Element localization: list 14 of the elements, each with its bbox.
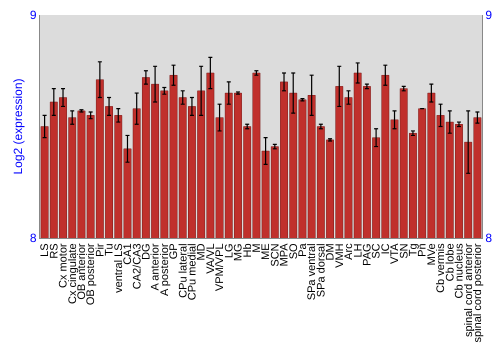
x-tick-label: SN — [398, 243, 410, 259]
x-tick-label: DG — [140, 243, 152, 260]
x-tick-label: RS — [48, 243, 60, 259]
x-tick-label: Cb lobe — [444, 243, 456, 282]
x-tick-label: SPa dorsal — [315, 243, 328, 298]
x-tick-label: SCN — [269, 243, 282, 267]
y2-tick-label: 9 — [485, 8, 492, 22]
x-tick-label: IC — [380, 243, 392, 254]
x-tick-label: PAG — [361, 243, 374, 266]
y-axis-title: Log2 (expression) — [11, 78, 26, 175]
x-tick-label: GP — [168, 243, 180, 260]
x-tick-label: Arc — [343, 242, 356, 260]
y2-tick-label: 8 — [485, 231, 492, 246]
x-tick-label: SO — [288, 242, 300, 260]
